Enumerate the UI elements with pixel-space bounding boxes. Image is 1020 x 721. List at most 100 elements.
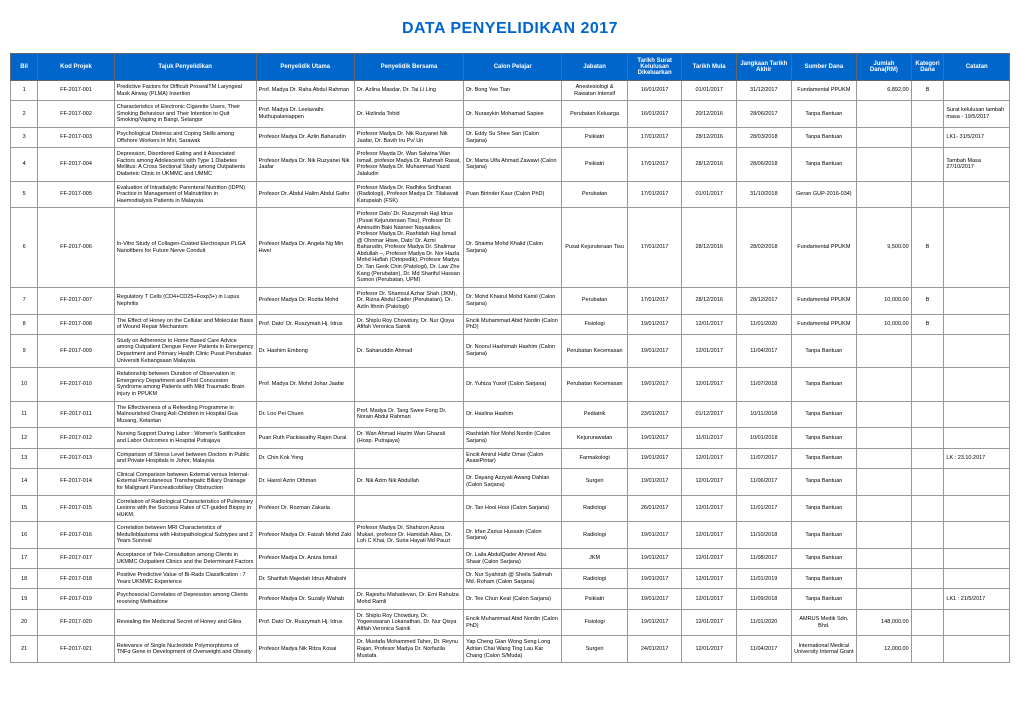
table-cell: Psikiatri <box>562 589 628 609</box>
table-cell <box>857 522 912 549</box>
table-cell <box>911 636 944 663</box>
table-cell: Nursing Support During Labor : Women's S… <box>114 428 256 448</box>
table-cell <box>857 569 912 589</box>
table-cell <box>944 314 1010 334</box>
table-cell: Dr. Laila AbdulQader Ahmed Abu Shaar (Ca… <box>464 549 562 569</box>
table-cell: Dr. Chin Kok Yong <box>256 448 354 468</box>
table-cell: LK1 : 21/5/2017 <box>944 589 1010 609</box>
table-cell: 11/07/2018 <box>737 368 792 401</box>
table-cell: 16 <box>11 522 38 549</box>
table-cell: Predictive Factors for Difficult Proseal… <box>114 81 256 101</box>
table-cell: Perubatan <box>562 181 628 208</box>
table-cell <box>857 589 912 609</box>
table-row: 10FF-2017-010Relationship between Durati… <box>11 368 1010 401</box>
table-cell: Dr. Irfan Zarius Hussain (Calon Sarjana) <box>464 522 562 549</box>
table-cell <box>944 181 1010 208</box>
table-cell: Dr. Noorul Hashimah Hashim (Calon Sarjan… <box>464 334 562 367</box>
table-cell: FF-2017-001 <box>38 81 114 101</box>
table-cell: Dr. Nur Syahirah @ Sheila Salimah Md. Ro… <box>464 569 562 589</box>
table-cell <box>857 495 912 522</box>
col-catatan: Catatan <box>944 54 1010 81</box>
table-cell: 11/08/2017 <box>737 549 792 569</box>
table-cell: Prof. Dato' Dr. Ruszymah Hj. Idrus <box>256 609 354 636</box>
table-cell: Tanpa Bantuan <box>791 468 857 495</box>
table-cell: 28/12/2016 <box>682 148 737 181</box>
table-cell: 31/10/2018 <box>737 181 792 208</box>
table-cell: LK1- 31/5/2017 <box>944 127 1010 147</box>
table-row: 4FF-2017-004Depression, Disordered Eatin… <box>11 148 1010 181</box>
table-cell: 3 <box>11 127 38 147</box>
table-cell: Comparison of Stress Level between Docto… <box>114 448 256 468</box>
table-cell <box>911 448 944 468</box>
table-cell: 12/01/2017 <box>682 549 737 569</box>
table-cell: Perubatan Keluarga <box>562 101 628 128</box>
table-cell: Perubatan <box>562 287 628 314</box>
table-cell: Fisiologi <box>562 314 628 334</box>
table-cell: International Medical University Interna… <box>791 636 857 663</box>
table-cell: 23/01/2017 <box>627 401 682 428</box>
table-cell: Tanpa Bantuan <box>791 448 857 468</box>
table-cell: 5 <box>11 181 38 208</box>
table-cell: 19/01/2017 <box>627 589 682 609</box>
table-row: 8FF-2017-008The Effect of Honey on the C… <box>11 314 1010 334</box>
table-cell: FF-2017-008 <box>38 314 114 334</box>
table-row: 17FF-2017-017Acceptance of Tele-Consulta… <box>11 549 1010 569</box>
table-cell: 12/01/2017 <box>682 495 737 522</box>
table-cell: FF-2017-009 <box>38 334 114 367</box>
table-cell: Tanpa Bantuan <box>791 368 857 401</box>
table-cell: 11/01/2019 <box>737 569 792 589</box>
table-row: 11FF-2017-011The Effectiveness of a Refe… <box>11 401 1010 428</box>
col-jabatan: Jabatan <box>562 54 628 81</box>
table-cell: Perubatan Kecemasan <box>562 334 628 367</box>
table-cell: Profesor Madya Dr. Aniza Ismail <box>256 549 354 569</box>
table-cell: 11/04/2017 <box>737 334 792 367</box>
table-cell: The Effectiveness of a Refeeding Program… <box>114 401 256 428</box>
table-cell <box>857 428 912 448</box>
table-cell: In-Vitro Study of Collagen-Coated Electr… <box>114 208 256 288</box>
table-cell: Dr. Shiplu Roy Chowdury, Dr. Yogeeswaran… <box>354 609 463 636</box>
table-cell <box>944 208 1010 288</box>
table-cell: Profesor Mayda Dr. Wan Salwina Wan Ismai… <box>354 148 463 181</box>
table-cell: Correlation between MRI Characteristics … <box>114 522 256 549</box>
table-cell: Tanpa Bantuan <box>791 334 857 367</box>
table-cell: Profesor Madya Dr. Suzaily Wahab <box>256 589 354 609</box>
table-cell: 19/01/2017 <box>627 334 682 367</box>
table-row: 15FF-2017-015Correlation of Radiological… <box>11 495 1010 522</box>
table-cell: FF-2017-016 <box>38 522 114 549</box>
table-cell: 2 <box>11 101 38 128</box>
table-cell: 28/02/2018 <box>737 208 792 288</box>
col-tarikh-surat: Tarikh Surat Kelulusan Dikeluarkan <box>627 54 682 81</box>
table-cell: 01/01/2017 <box>682 181 737 208</box>
table-cell: Pusat Kejuruteraan Tisu <box>562 208 628 288</box>
col-bil: Bil <box>11 54 38 81</box>
table-cell: 4 <box>11 148 38 181</box>
table-cell: Positive Predictive Value of Bi-Rads Cla… <box>114 569 256 589</box>
table-cell: Profesor Dr. Shamsul Azhar Shah (JKM), D… <box>354 287 463 314</box>
table-cell <box>911 522 944 549</box>
table-cell: 12/01/2017 <box>682 368 737 401</box>
table-cell: 10/11/2018 <box>737 401 792 428</box>
table-cell: Fundamental PPUKM <box>791 314 857 334</box>
table-row: 3FF-2017-003Psychological Distress and C… <box>11 127 1010 147</box>
table-cell: Surgeri <box>562 636 628 663</box>
table-cell: Acceptance of Tele-Consultation among Cl… <box>114 549 256 569</box>
col-kategori: Kategori Dana <box>911 54 944 81</box>
table-cell <box>944 287 1010 314</box>
table-cell: 19 <box>11 589 38 609</box>
table-cell: 17/01/2017 <box>627 287 682 314</box>
table-cell: Relevance of Single Nucleotide Polymorph… <box>114 636 256 663</box>
table-cell <box>354 569 463 589</box>
table-cell: Dr. Tee Chun Keat (Calon Sarjana) <box>464 589 562 609</box>
table-cell: 20 <box>11 609 38 636</box>
table-cell: Radiologi <box>562 495 628 522</box>
table-cell: 11/07/2017 <box>737 448 792 468</box>
table-cell: 12/01/2017 <box>682 334 737 367</box>
table-cell: 10,000.00 <box>857 287 912 314</box>
table-cell: Profesor Madya Dr. Faizah Mohd Zaki <box>256 522 354 549</box>
table-cell: Dr. Dayang Azzyati Awang Dahlan (Calon S… <box>464 468 562 495</box>
table-cell: Psychosocial Correlates of Depression am… <box>114 589 256 609</box>
table-cell <box>911 428 944 448</box>
table-cell: Depression, Disordered Eating and it Ass… <box>114 148 256 181</box>
table-cell <box>857 101 912 128</box>
table-cell <box>857 549 912 569</box>
